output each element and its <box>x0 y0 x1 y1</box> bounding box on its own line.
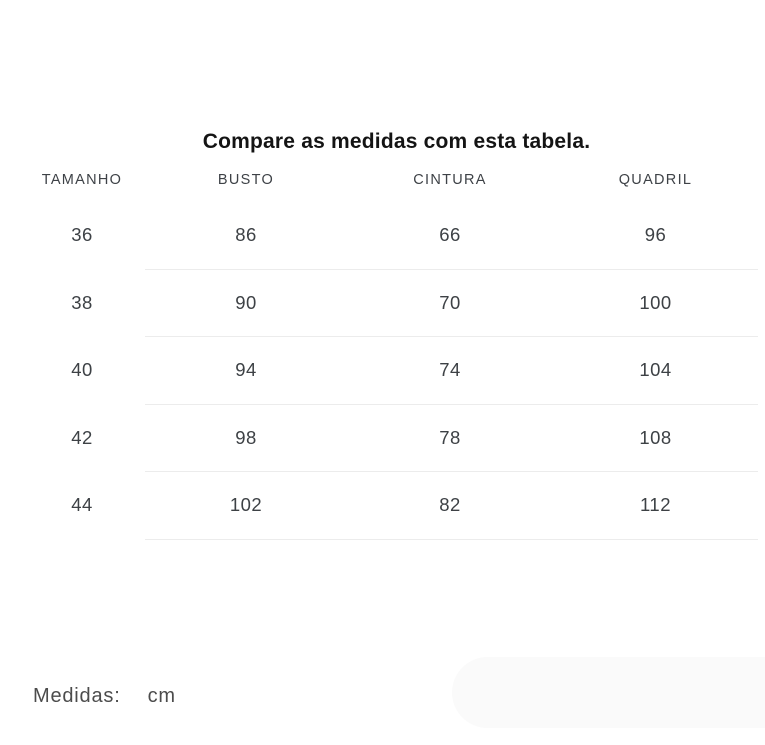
quadril-value: 104 <box>553 337 758 405</box>
size-value: 44 <box>71 494 93 516</box>
quadril-value: 96 <box>553 202 758 270</box>
quadril-value: 108 <box>553 405 758 472</box>
busto-value: 94 <box>145 337 347 405</box>
measurements-unit-note: Medidas: cm <box>33 685 176 708</box>
column-header-tamanho: TAMANHO <box>41 172 123 188</box>
cintura-value: 82 <box>347 472 553 540</box>
column-header-busto: BUSTO <box>217 172 275 188</box>
busto-value: 102 <box>145 472 347 540</box>
quadril-value: 112 <box>553 472 758 540</box>
cintura-value: 66 <box>347 202 553 270</box>
quadril-value: 100 <box>553 270 758 337</box>
size-row-38: 38 90 70 100 <box>0 270 758 337</box>
size-value: 36 <box>71 224 93 246</box>
decorative-rounded-shape <box>452 657 765 728</box>
cintura-value: 70 <box>347 270 553 337</box>
measurements-unit: cm <box>147 685 176 707</box>
size-table: TAMANHO BUSTO CINTURA QUADRIL 36 86 66 9… <box>0 158 758 540</box>
size-row-44: 44 102 82 112 <box>0 472 758 540</box>
size-table-header-row: TAMANHO BUSTO CINTURA QUADRIL <box>0 158 758 202</box>
size-row-36: 36 86 66 96 <box>0 202 758 270</box>
busto-value: 98 <box>145 405 347 472</box>
page-title: Compare as medidas com esta tabela. <box>202 130 591 154</box>
measurements-label: Medidas: <box>33 685 121 707</box>
busto-value: 90 <box>145 270 347 337</box>
column-header-cintura: CINTURA <box>413 172 487 188</box>
busto-value: 86 <box>145 202 347 270</box>
size-value: 42 <box>71 426 93 448</box>
size-value: 40 <box>71 359 93 381</box>
column-header-quadril: QUADRIL <box>618 172 693 188</box>
size-row-42: 42 98 78 108 <box>0 405 758 472</box>
cintura-value: 78 <box>347 405 553 472</box>
size-row-40: 40 94 74 104 <box>0 337 758 405</box>
size-value: 38 <box>71 291 93 313</box>
cintura-value: 74 <box>347 337 553 405</box>
